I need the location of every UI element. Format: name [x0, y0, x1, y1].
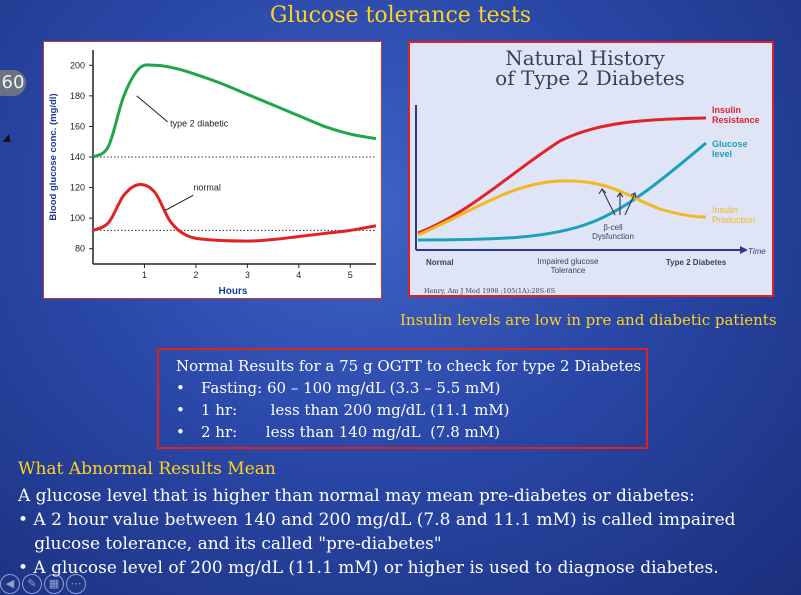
insulin-production-curve — [417, 179, 707, 237]
natural-history-diagram: Natural History of Type 2 Diabetes β-cel… — [408, 41, 774, 297]
results-row-text: 2 hr: less than 140 mg/dL (7.8 mM) — [201, 423, 500, 441]
stage-igt-2: Tolerance — [551, 266, 586, 275]
abnormal-line: A glucose level that is higher than norm… — [18, 486, 695, 506]
results-row: • 1 hr: less than 200 mg/dL (11.1 mM) — [176, 399, 646, 421]
stage-normal: Normal — [426, 258, 454, 267]
normal-results-box: Normal Results for a 75 g OGTT to check … — [157, 348, 648, 449]
slide-title: Glucose tolerance tests — [269, 3, 532, 28]
results-row: • Fasting: 60 – 100 mg/dL (3.3 – 5.5 mM) — [176, 377, 646, 399]
insulin-resistance-label-2: Resistance — [712, 115, 760, 125]
insulin-note: Insulin levels are low in pre and diabet… — [400, 311, 777, 329]
glucose-curve-svg: 200 180 160 140 120 100 80 1 2 3 4 5 Hours Blood gluc… — [48, 50, 377, 297]
stage-type2: Type 2 Diabetes — [666, 258, 727, 267]
beta-cell-label-2: Dysfunction — [592, 232, 634, 241]
stage-igt-1: Impaired glucose — [538, 257, 599, 266]
natural-history-title-2: of Type 2 Diabetes — [495, 66, 685, 90]
diabetic-pointer — [136, 95, 168, 123]
x-tick-label: 1 — [142, 270, 147, 280]
glucose-level-curve — [417, 141, 707, 242]
y-tick-label: 120 — [70, 183, 85, 193]
glucose-level-label-2: level — [712, 149, 732, 159]
results-heading: Normal Results for a 75 g OGTT to check … — [176, 357, 642, 375]
y-axis-label: Blood glucose conc. (mg/dl) — [48, 93, 59, 220]
more-icon[interactable]: ⋯ — [66, 574, 86, 594]
glucose-level-label-1: Glucose — [712, 139, 748, 149]
normal-pointer — [164, 194, 194, 211]
bullet: • — [176, 379, 185, 397]
results-row: • 2 hr: less than 140 mg/dL (7.8 mM) — [176, 421, 646, 443]
natural-history-title-1: Natural History — [505, 46, 665, 70]
beta-cell-label-1: β-cell — [603, 223, 622, 232]
bullet: • — [176, 423, 185, 441]
time-arrow-icon — [740, 246, 748, 254]
y-tick-label: 100 — [70, 213, 85, 223]
time-label: Time — [748, 247, 766, 256]
abnormal-line: glucose tolerance, and its called "pre-d… — [18, 534, 442, 554]
x-tick-label: 2 — [193, 270, 198, 280]
x-axis-label: Hours — [219, 286, 248, 297]
y-tick-label: 200 — [70, 60, 85, 70]
glucose-curve-chart: 200 180 160 140 120 100 80 1 2 3 4 5 Hours Blood gluc… — [43, 41, 382, 299]
x-tick-label: 4 — [296, 270, 301, 280]
x-tick-label: 3 — [245, 270, 250, 280]
y-tick-label: 160 — [70, 121, 85, 131]
abnormal-results-text: A glucose level that is higher than norm… — [18, 484, 788, 580]
type2-diabetic-series — [92, 63, 377, 159]
insulin-production-label-1: Insulin — [712, 205, 738, 215]
citation: Henry, Am J Med 1998 ;105(1A):20S-6S — [424, 287, 555, 295]
slide-number-badge[interactable]: 60 — [0, 70, 26, 96]
results-row-text: 1 hr: less than 200 mg/dL (11.1 mM) — [201, 401, 510, 419]
beta-cell-arrows — [598, 188, 637, 216]
mouse-cursor-icon — [2, 134, 14, 146]
diabetic-label: type 2 diabetic — [170, 118, 229, 128]
x-tick-label: 5 — [348, 270, 353, 280]
normal-label: normal — [193, 183, 221, 193]
slideshow-nav-bar: ◀ ✎ ▦ ⋯ — [0, 573, 86, 595]
abnormal-line: • A glucose level of 200 mg/dL (11.1 mM)… — [18, 558, 719, 578]
abnormal-line: • A 2 hour value between 140 and 200 mg/… — [18, 510, 736, 530]
bullet: • — [176, 401, 185, 419]
results-row-text: Fasting: 60 – 100 mg/dL (3.3 – 5.5 mM) — [201, 379, 501, 397]
abnormal-results-title: What Abnormal Results Mean — [18, 459, 276, 479]
back-icon[interactable]: ◀ — [0, 574, 20, 594]
insulin-resistance-label-1: Insulin — [712, 105, 741, 115]
slides-icon[interactable]: ▦ — [44, 574, 64, 594]
y-tick-label: 180 — [70, 91, 85, 101]
pen-icon[interactable]: ✎ — [22, 574, 42, 594]
natural-history-svg: Natural History of Type 2 Diabetes β-cel… — [410, 43, 772, 295]
y-tick-label: 80 — [75, 244, 85, 254]
normal-series — [92, 182, 377, 243]
insulin-resistance-curve — [417, 116, 707, 235]
y-tick-label: 140 — [70, 152, 85, 162]
insulin-production-label-2: Production — [712, 215, 755, 225]
